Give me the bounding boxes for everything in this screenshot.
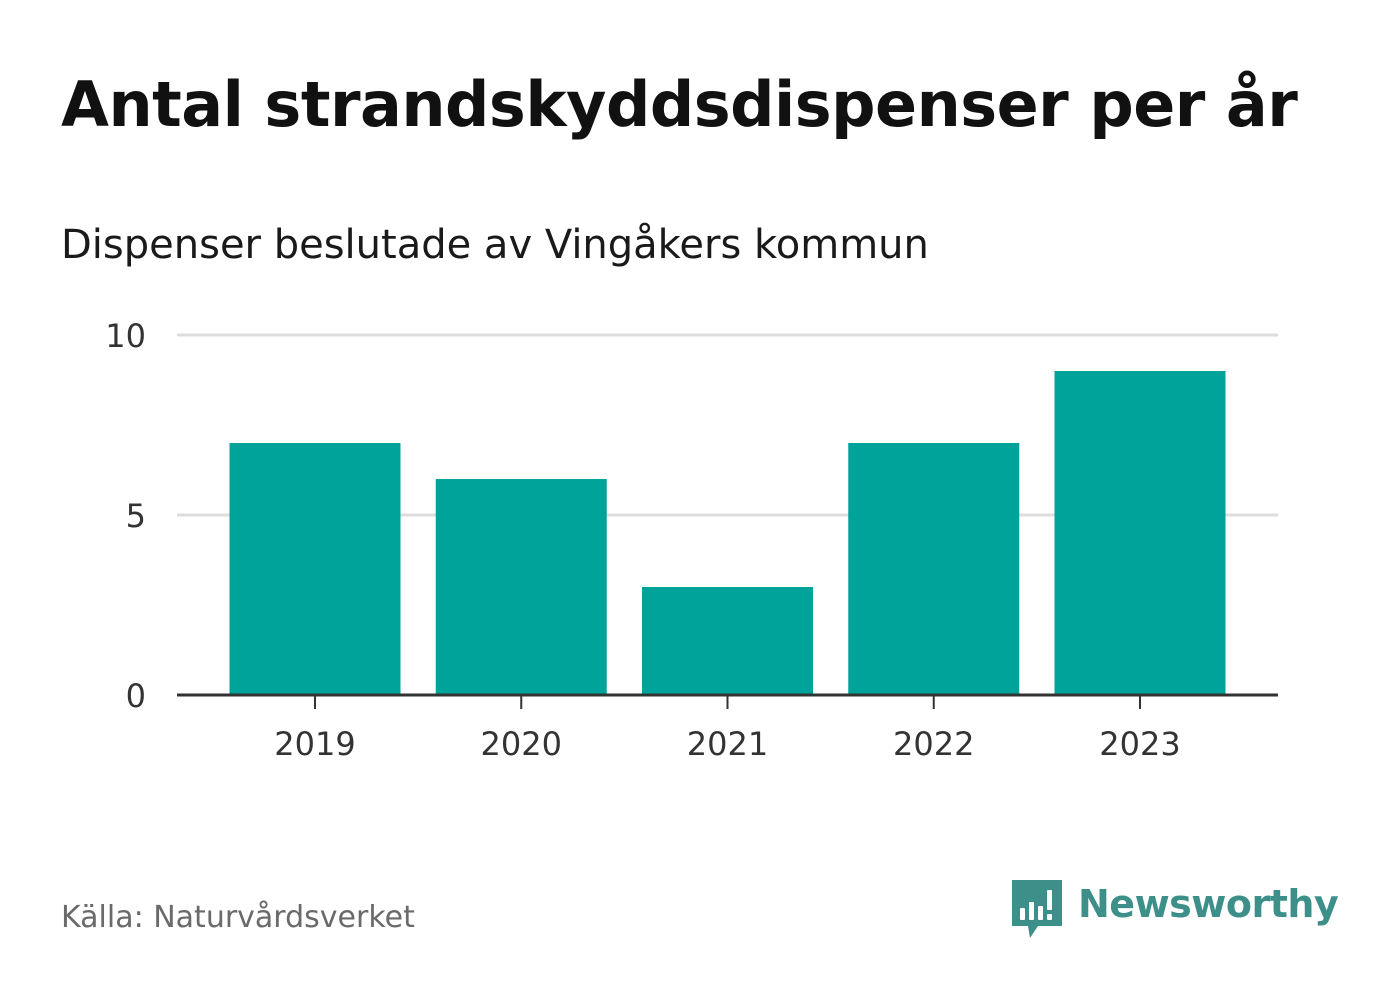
x-tick-label: 2019: [274, 725, 355, 763]
bar-2020: [435, 479, 607, 695]
x-tick-label: 2020: [481, 725, 562, 763]
newsworthy-logo-icon: [1012, 880, 1062, 938]
chart-title: Antal strandskyddsdispenser per år: [61, 68, 1298, 141]
x-tick-label: 2023: [1099, 725, 1180, 763]
source-note: Källa: Naturvårdsverket: [61, 900, 415, 935]
brand-name: Newsworthy: [1078, 882, 1339, 926]
bar-chart: 0 5 10 2019 2020 2021 2022 2023: [105, 317, 1278, 763]
y-tick-label: 0: [126, 677, 146, 715]
x-axis: [177, 693, 1278, 709]
x-tick-label: 2022: [893, 725, 974, 763]
bar-2019: [229, 443, 401, 695]
newsworthy-brand: Newsworthy: [1012, 880, 1339, 940]
tick-labels: 0 5 10 2019 2020 2021 2022 2023: [105, 317, 1180, 763]
bar-2022: [848, 443, 1020, 695]
y-tick-label: 5: [126, 497, 146, 535]
bar-2021: [642, 587, 813, 695]
y-tick-label: 10: [105, 317, 146, 355]
x-tick-label: 2021: [687, 725, 768, 763]
chart-subtitle: Dispenser beslutade av Vingåkers kommun: [61, 222, 929, 268]
bar-2023: [1054, 371, 1226, 695]
bars: [229, 371, 1226, 695]
